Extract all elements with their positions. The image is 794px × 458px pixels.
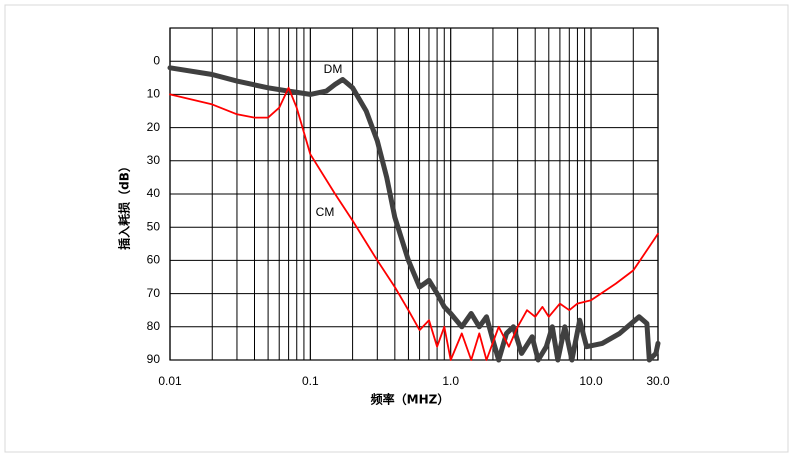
y-tick-label: 50 [147,219,161,233]
y-tick-label: 0 [153,53,160,67]
y-tick-label: 20 [147,120,161,134]
y-tick-label: 40 [147,186,161,200]
series-line [167,65,661,363]
y-tick-label: 10 [147,87,161,101]
x-tick-label: 0.01 [158,374,182,388]
x-axis-label: 频率（MHZ） [371,392,450,407]
y-tick-label: 90 [147,352,161,366]
y-axis-label: 插入耗损（dB） [117,160,132,250]
x-tick-label: 10.0 [579,374,603,388]
y-tick-label: 70 [147,286,161,300]
y-tick-label: 80 [147,319,161,333]
series-line [169,86,659,361]
y-tick-label: 60 [147,253,161,267]
series-label: DM [324,62,343,76]
series-label: CM [316,205,335,219]
x-tick-label: 30.0 [646,374,670,388]
y-tick-label: 30 [147,153,161,167]
frame [4,4,789,453]
x-tick-label: 0.1 [302,374,319,388]
x-tick-label: 1.0 [442,374,459,388]
